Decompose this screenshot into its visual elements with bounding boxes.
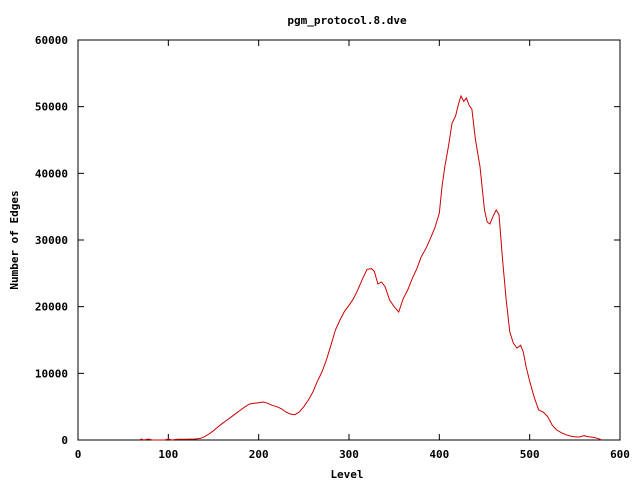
series-group bbox=[139, 94, 603, 441]
y-tick-label: 30000 bbox=[35, 234, 68, 247]
chart-title: pgm_protocol.8.dve bbox=[287, 14, 407, 27]
y-axis-label: Number of Edges bbox=[8, 190, 21, 289]
y-tick-label: 60000 bbox=[35, 34, 68, 47]
y-tick-label: 10000 bbox=[35, 367, 68, 380]
y-tick-label: 50000 bbox=[35, 101, 68, 114]
y-axis: 0 10000 20000 30000 40000 50000 60000 bbox=[35, 34, 620, 447]
x-tick-label: 600 bbox=[610, 448, 630, 461]
y-tick-label: 20000 bbox=[35, 301, 68, 314]
y-tick-label: 0 bbox=[61, 434, 68, 447]
y-tick-label: 40000 bbox=[35, 167, 68, 180]
series-line-0 bbox=[139, 94, 603, 441]
x-tick-label: 500 bbox=[520, 448, 540, 461]
x-tick-label: 100 bbox=[158, 448, 178, 461]
x-tick-label: 200 bbox=[249, 448, 269, 461]
plot-area-frame bbox=[77, 39, 621, 441]
x-tick-label: 300 bbox=[339, 448, 359, 461]
x-tick-label: 0 bbox=[75, 448, 82, 461]
x-axis-label: Level bbox=[330, 468, 363, 480]
x-tick-label: 400 bbox=[429, 448, 449, 461]
x-axis: 0 100 200 300 400 500 600 bbox=[75, 40, 630, 461]
